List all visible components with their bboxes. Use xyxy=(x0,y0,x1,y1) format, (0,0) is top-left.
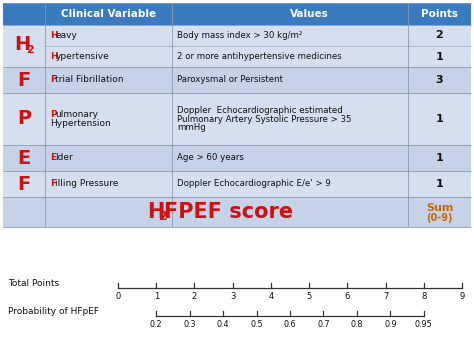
Text: Body mass index > 30 kg/m²: Body mass index > 30 kg/m² xyxy=(177,31,302,40)
Text: 9: 9 xyxy=(459,292,465,301)
Text: Total Points: Total Points xyxy=(8,280,59,289)
Text: H: H xyxy=(147,202,165,222)
Bar xyxy=(3,67,471,93)
Text: 2: 2 xyxy=(436,30,443,40)
Text: F: F xyxy=(50,179,56,189)
Text: H: H xyxy=(14,34,30,53)
Bar xyxy=(3,145,471,171)
Text: 2 or more antihypertensive medicines: 2 or more antihypertensive medicines xyxy=(177,52,342,61)
Text: 5: 5 xyxy=(307,292,312,301)
Bar xyxy=(3,171,471,197)
Text: 4: 4 xyxy=(268,292,273,301)
Text: 3: 3 xyxy=(436,75,443,85)
Text: P: P xyxy=(50,110,56,119)
Text: Values: Values xyxy=(290,9,329,19)
Bar xyxy=(3,145,471,171)
Bar xyxy=(4,4,470,226)
Text: 6: 6 xyxy=(345,292,350,301)
Text: F: F xyxy=(18,71,31,90)
Text: lder: lder xyxy=(55,154,73,163)
Text: (0-9): (0-9) xyxy=(426,213,453,223)
Text: Clinical Variable: Clinical Variable xyxy=(61,9,156,19)
Text: F: F xyxy=(50,76,56,84)
Text: 0: 0 xyxy=(115,292,120,301)
Text: 1: 1 xyxy=(436,52,443,62)
Text: ulmonary: ulmonary xyxy=(55,110,99,119)
Bar xyxy=(3,25,471,67)
Text: 1: 1 xyxy=(154,292,159,301)
Text: 0.7: 0.7 xyxy=(317,320,330,329)
Bar xyxy=(3,3,471,25)
Bar xyxy=(3,93,471,145)
Text: 8: 8 xyxy=(421,292,427,301)
Text: H: H xyxy=(50,52,58,61)
Text: Doppler  Echocardiographic estimated: Doppler Echocardiographic estimated xyxy=(177,106,343,115)
Text: FPEF score: FPEF score xyxy=(164,202,293,222)
Text: 1: 1 xyxy=(436,179,443,189)
Text: Sum: Sum xyxy=(426,203,453,213)
Bar xyxy=(3,3,471,227)
Text: 0.95: 0.95 xyxy=(415,320,433,329)
Text: Doppler Echocardiographic E/e' > 9: Doppler Echocardiographic E/e' > 9 xyxy=(177,179,331,189)
Text: 7: 7 xyxy=(383,292,388,301)
Text: Points: Points xyxy=(421,9,458,19)
Text: Age > 60 years: Age > 60 years xyxy=(177,154,244,163)
Text: ypertensive: ypertensive xyxy=(55,52,109,61)
Bar xyxy=(3,197,471,227)
Bar xyxy=(3,3,471,25)
Text: Probability of HFpEF: Probability of HFpEF xyxy=(8,308,99,316)
Text: E: E xyxy=(50,154,56,163)
Text: illing Pressure: illing Pressure xyxy=(55,179,119,189)
Text: 2: 2 xyxy=(159,209,168,223)
Bar xyxy=(3,67,471,93)
Text: 0.5: 0.5 xyxy=(250,320,263,329)
Bar xyxy=(3,25,471,67)
Text: Paroxysmal or Persistent: Paroxysmal or Persistent xyxy=(177,76,283,84)
Text: Hypertension: Hypertension xyxy=(50,119,111,128)
Text: 0.6: 0.6 xyxy=(284,320,296,329)
Text: trial Fibrillation: trial Fibrillation xyxy=(55,76,124,84)
Text: E: E xyxy=(18,149,31,168)
Text: 0.4: 0.4 xyxy=(217,320,229,329)
Text: 0.3: 0.3 xyxy=(183,320,196,329)
Text: 0.8: 0.8 xyxy=(351,320,363,329)
Text: 1: 1 xyxy=(436,153,443,163)
Text: 0.2: 0.2 xyxy=(150,320,163,329)
Text: 2: 2 xyxy=(26,45,34,55)
Text: 1: 1 xyxy=(436,114,443,124)
Text: 0.9: 0.9 xyxy=(384,320,397,329)
Text: H: H xyxy=(50,31,58,40)
Bar xyxy=(3,93,471,145)
Text: F: F xyxy=(18,174,31,194)
Text: 2: 2 xyxy=(192,292,197,301)
Text: 3: 3 xyxy=(230,292,236,301)
Bar xyxy=(3,171,471,197)
Bar xyxy=(3,197,471,227)
Text: Pulmonary Artery Systolic Pressure > 35: Pulmonary Artery Systolic Pressure > 35 xyxy=(177,115,352,124)
Text: mmHg: mmHg xyxy=(177,123,206,132)
Text: P: P xyxy=(17,110,31,129)
Text: eavy: eavy xyxy=(55,31,77,40)
